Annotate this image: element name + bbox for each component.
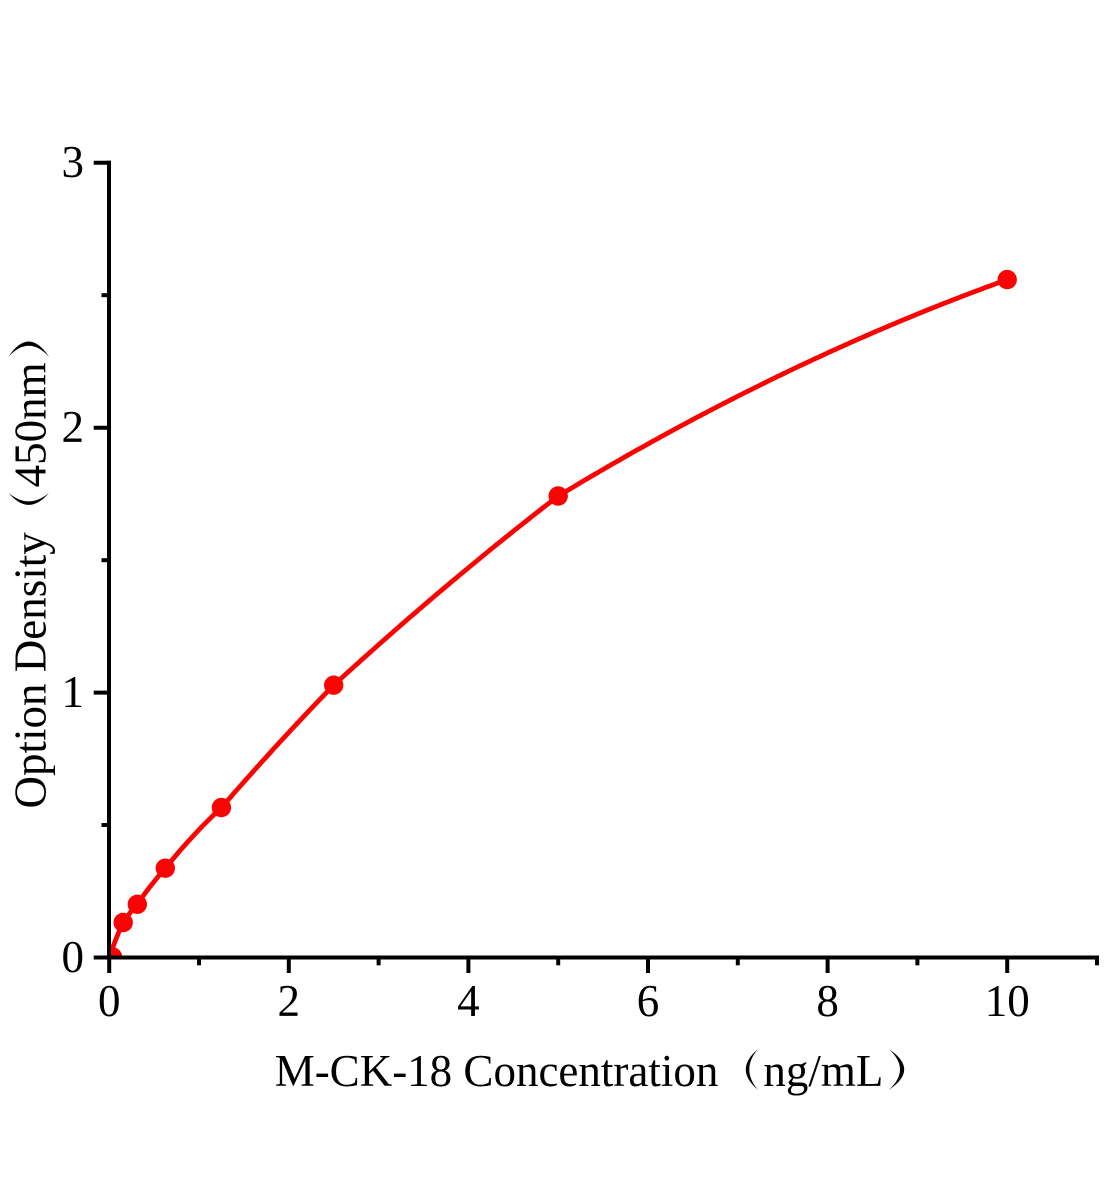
svg-text:M-CK-18 Concentration: M-CK-18 Concentration <box>275 1046 719 1096</box>
svg-text:2: 2 <box>278 976 301 1026</box>
svg-text:8: 8 <box>816 976 839 1026</box>
svg-text:0: 0 <box>61 932 84 982</box>
svg-text:3: 3 <box>61 137 84 187</box>
svg-text:10: 10 <box>985 976 1030 1026</box>
svg-text:Option Density: Option Density <box>6 532 56 809</box>
svg-text:4: 4 <box>457 976 480 1026</box>
svg-text:ng/mL: ng/mL <box>763 1046 883 1096</box>
svg-text:6: 6 <box>637 976 660 1026</box>
svg-text:450nm: 450nm <box>6 362 56 487</box>
svg-text:1: 1 <box>61 667 84 717</box>
svg-text:2: 2 <box>61 402 84 452</box>
svg-text:0: 0 <box>98 976 121 1026</box>
